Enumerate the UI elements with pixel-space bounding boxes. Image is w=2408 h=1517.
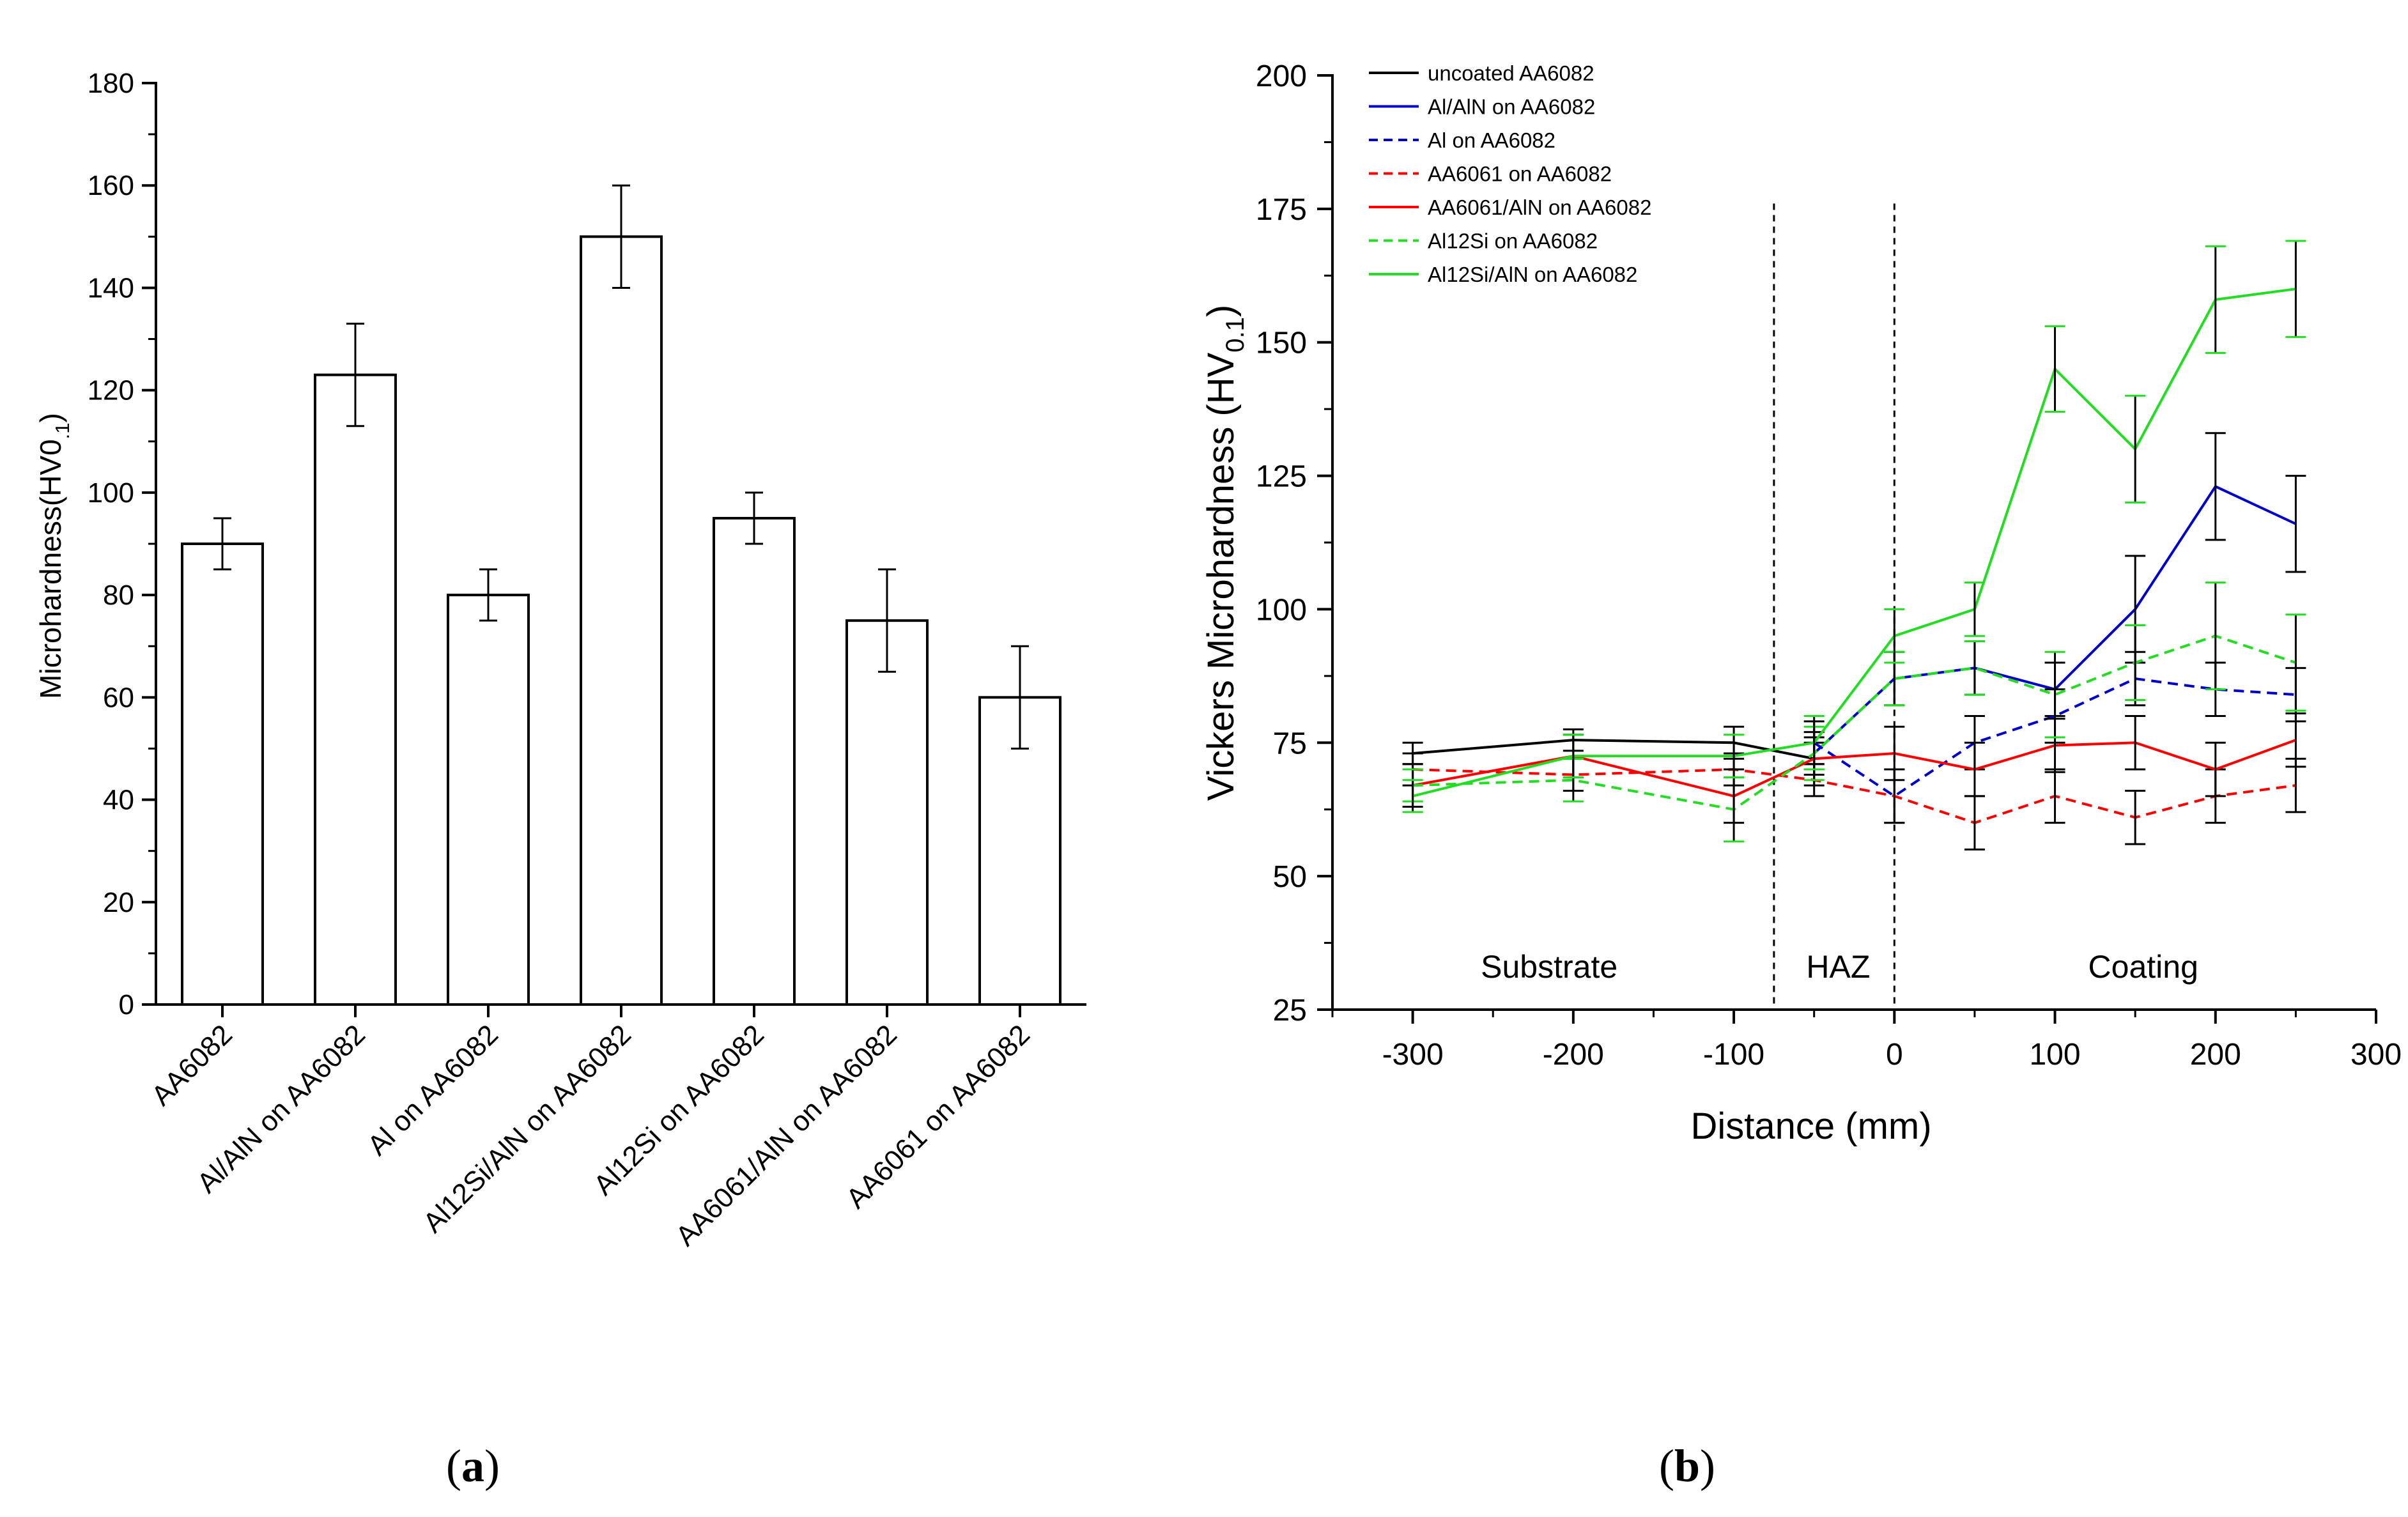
legend-label: AA6061/AlN on AA6082	[1428, 196, 1651, 219]
x-tick-label: -200	[1543, 1038, 1604, 1072]
legend: uncoated AA6082 Al/AlN on AA6082 Al on AA6…	[1369, 61, 1651, 286]
region-label: Substrate	[1481, 949, 1617, 985]
y-tick-label: 25	[1273, 994, 1307, 1028]
bar	[845, 619, 929, 1006]
region-label: Coating	[2088, 949, 2198, 985]
bar	[314, 373, 397, 1006]
y-tick-label: 100	[88, 477, 134, 509]
series-group	[1402, 240, 2306, 851]
x-tick-label: 100	[2029, 1038, 2080, 1072]
legend-label: AA6061 on AA6082	[1428, 162, 1612, 186]
y-tick-label: 80	[103, 580, 134, 611]
y-tick-label: 125	[1256, 460, 1307, 494]
x-tick-label: Al on AA6082	[362, 1019, 504, 1161]
y-tick-label: 150	[1256, 327, 1307, 360]
legend-label: uncoated AA6082	[1428, 61, 1594, 85]
x-tick-label: AA6082	[146, 1019, 238, 1111]
x-axis-label: Distance (mm)	[1690, 1105, 1931, 1147]
y-tick-label: 50	[1273, 860, 1307, 894]
x-tick-label: 300	[2350, 1038, 2402, 1072]
x-tick-label: AA6061/AlN on AA6082	[670, 1019, 903, 1252]
y-tick-label: 20	[103, 887, 134, 918]
y-tick-group: 0 20 40 60 80 100 120 140 160 180	[88, 68, 156, 1020]
y-tick-label: 75	[1273, 727, 1307, 760]
error-bar-group	[213, 184, 1029, 750]
y-tick-label: 100	[1256, 593, 1307, 627]
panel-label-a: (a)	[446, 1440, 500, 1491]
y-tick-label: 120	[88, 375, 134, 406]
series-line	[1412, 739, 1815, 760]
region-divider-group	[1773, 203, 1895, 1010]
bar	[713, 516, 796, 1006]
y-tick-label: 175	[1256, 193, 1307, 227]
bar	[580, 235, 663, 1006]
y-tick-label: 60	[103, 682, 134, 713]
legend-label: Al on AA6082	[1428, 128, 1555, 152]
x-tick-group: -300 -200 -100 0 100 200 300	[1331, 1010, 2402, 1072]
bar-group	[181, 235, 1061, 1006]
x-tick-label: 200	[2190, 1038, 2241, 1072]
y-tick-label: 40	[103, 785, 134, 816]
series-line	[1412, 635, 2297, 811]
y-axis-label: Microhardness(HV0.1)	[34, 413, 73, 699]
series-line	[1412, 768, 2296, 824]
y-tick-label: 200	[1256, 59, 1307, 93]
y-axis-label: Vickers Microhardness (HV0.1)	[1200, 305, 1249, 801]
x-tick-label: -100	[1703, 1038, 1764, 1072]
x-tick-label: -300	[1382, 1038, 1444, 1072]
series-line	[1412, 288, 2296, 797]
panel-label-b: (b)	[1659, 1440, 1715, 1491]
bar	[447, 594, 530, 1006]
bar	[181, 543, 264, 1006]
x-tick-label: 0	[1886, 1038, 1903, 1072]
y-tick-label: 180	[88, 68, 134, 99]
y-tick-label: 140	[88, 272, 134, 304]
legend-label: Al/AlN on AA6082	[1428, 95, 1595, 119]
y-tick-label: 0	[119, 989, 134, 1020]
series-line	[1412, 739, 2297, 797]
line-chart-panel-b: 25 50 75 100 125 150 175 200 -300 -200 -100 0 100 20…	[1200, 59, 2402, 1491]
region-label-group: Substrate HAZ Coating	[1481, 949, 2198, 985]
y-tick-group: 25 50 75 100 125 150 175 200	[1256, 59, 1332, 1028]
legend-label: Al12Si/AlN on AA6082	[1428, 263, 1637, 286]
region-label: HAZ	[1806, 949, 1870, 985]
y-tick-label: 160	[88, 170, 134, 201]
legend-label: Al12Si on AA6082	[1428, 229, 1598, 253]
